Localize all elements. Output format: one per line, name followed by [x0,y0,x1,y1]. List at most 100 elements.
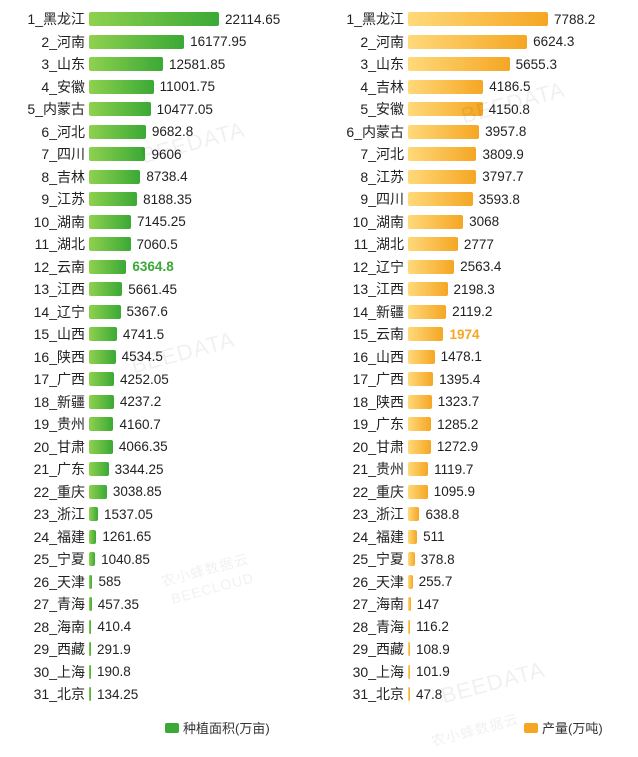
bar-wrap: 255.7 [408,571,634,594]
row-label: 4_吉林 [323,77,408,97]
row-label: 9_江苏 [4,189,89,209]
bar-wrap: 5661.45 [89,278,315,301]
row-value: 190.8 [97,664,131,679]
bar [408,620,410,634]
row-value: 457.35 [98,597,139,612]
bar [408,282,448,296]
row-label: 20_甘肃 [323,437,408,457]
chart-row: 5_安徽4150.8 [323,98,634,121]
chart-row: 25_宁夏1040.85 [4,548,315,571]
bar-wrap: 378.8 [408,548,634,571]
chart-row: 2_河南6624.3 [323,31,634,54]
bar-wrap: 1119.7 [408,458,634,481]
row-label: 13_江西 [4,279,89,299]
bar [89,125,146,139]
chart-row: 26_天津255.7 [323,571,634,594]
row-value: 3809.9 [482,147,523,162]
row-value: 511 [423,529,445,544]
bar [408,687,410,701]
chart-row: 4_安徽11001.75 [4,76,315,99]
row-value: 378.8 [421,552,455,567]
row-value: 3068 [469,214,499,229]
chart-row: 15_山西4741.5 [4,323,315,346]
chart-row: 15_云南1974 [323,323,634,346]
chart-row: 6_内蒙古3957.8 [323,121,634,144]
row-label: 25_宁夏 [323,549,408,569]
row-value: 1323.7 [438,394,479,409]
row-value: 638.8 [425,507,459,522]
row-label: 8_吉林 [4,167,89,187]
bar-wrap: 2777 [408,233,634,256]
bar [89,282,122,296]
row-label: 16_陕西 [4,347,89,367]
bar [408,35,527,49]
row-value: 4252.05 [120,372,169,387]
chart-row: 3_山东12581.85 [4,53,315,76]
row-value: 3344.25 [115,462,164,477]
bar-wrap: 4237.2 [89,391,315,414]
legend-swatch [524,723,538,733]
bar-wrap: 3593.8 [408,188,634,211]
planting-area-chart: 1_黑龙江22114.652_河南16177.953_山东12581.854_安… [0,0,319,757]
row-label: 31_北京 [323,684,408,704]
row-label: 31_北京 [4,684,89,704]
row-value: 2777 [464,237,494,252]
bar-wrap: 6364.8 [89,256,315,279]
row-value: 3038.85 [113,484,162,499]
bar [89,192,137,206]
row-value: 16177.95 [190,34,246,49]
row-label: 20_甘肃 [4,437,89,457]
row-label: 15_云南 [323,324,408,344]
row-label: 26_天津 [323,572,408,592]
row-label: 8_江苏 [323,167,408,187]
chart-row: 22_重庆1095.9 [323,481,634,504]
bar-wrap: 9606 [89,143,315,166]
row-value: 1285.2 [437,417,478,432]
chart-row: 12_云南6364.8 [4,256,315,279]
row-label: 25_宁夏 [4,549,89,569]
row-value: 9682.8 [152,124,193,139]
bar-wrap: 4066.35 [89,436,315,459]
bar [408,125,479,139]
row-value: 1537.05 [104,507,153,522]
row-label: 1_黑龙江 [4,9,89,29]
bar [89,552,95,566]
charts-container: 1_黑龙江22114.652_河南16177.953_山东12581.854_安… [0,0,638,757]
bar-wrap: 11001.75 [89,76,315,99]
row-label: 21_广东 [4,459,89,479]
bar [408,192,473,206]
row-label: 19_贵州 [4,414,89,434]
bar-wrap: 134.25 [89,683,315,706]
bar [89,147,145,161]
chart-row: 21_贵州1119.7 [323,458,634,481]
bar [89,665,91,679]
chart-row: 6_河北9682.8 [4,121,315,144]
bar [89,260,126,274]
bar-wrap: 22114.65 [89,8,315,31]
bar [408,170,476,184]
row-label: 11_湖北 [323,234,408,254]
bar-wrap: 1478.1 [408,346,634,369]
bar-wrap: 3809.9 [408,143,634,166]
chart-row: 12_辽宁2563.4 [323,256,634,279]
row-value: 1095.9 [434,484,475,499]
row-value: 4160.7 [119,417,160,432]
row-value: 7788.2 [554,12,595,27]
row-label: 4_安徽 [4,77,89,97]
bar-wrap: 3797.7 [408,166,634,189]
bar-wrap: 585 [89,571,315,594]
row-label: 24_福建 [4,527,89,547]
chart-row: 3_山东5655.3 [323,53,634,76]
bar-wrap: 1285.2 [408,413,634,436]
row-label: 17_广西 [323,369,408,389]
chart-row: 29_西藏108.9 [323,638,634,661]
chart-row: 4_吉林4186.5 [323,76,634,99]
row-value: 410.4 [97,619,131,634]
bar-wrap: 410.4 [89,616,315,639]
chart-row: 10_湖南7145.25 [4,211,315,234]
bar [408,147,476,161]
row-label: 1_黑龙江 [323,9,408,29]
yield-chart: 1_黑龙江 7788.2 2_河南6624.33_山东5655.34_吉林4186.… [319,0,638,757]
bar-wrap: 457.35 [89,593,315,616]
bar [89,35,184,49]
